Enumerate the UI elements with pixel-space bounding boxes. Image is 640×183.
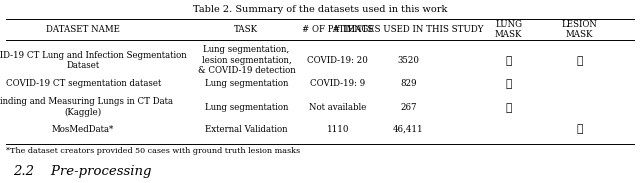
Text: TASK: TASK: [234, 25, 259, 34]
Text: Table 2. Summary of the datasets used in this work: Table 2. Summary of the datasets used in…: [193, 5, 447, 14]
Text: # OF PATIENTS: # OF PATIENTS: [302, 25, 374, 34]
Text: LESION
MASK: LESION MASK: [561, 20, 597, 39]
Text: Finding and Measuring Lungs in CT Data
(Kaggle): Finding and Measuring Lungs in CT Data (…: [0, 97, 173, 117]
Text: COVID-19 CT segmentation dataset: COVID-19 CT segmentation dataset: [6, 79, 161, 88]
Text: COVID-19: 20: COVID-19: 20: [307, 56, 369, 65]
Text: 829: 829: [400, 79, 417, 88]
Text: # IMAGES USED IN THIS STUDY: # IMAGES USED IN THIS STUDY: [333, 25, 484, 34]
Text: ✓: ✓: [576, 55, 582, 66]
Text: Lung segmentation: Lung segmentation: [205, 79, 288, 88]
Text: 3520: 3520: [397, 56, 419, 65]
Text: DATASET NAME: DATASET NAME: [46, 25, 120, 34]
Text: Lung segmentation: Lung segmentation: [205, 102, 288, 112]
Text: ✓: ✓: [506, 102, 512, 113]
Text: ✓: ✓: [576, 124, 582, 135]
Text: ✓: ✓: [506, 78, 512, 89]
Text: Lung segmentation,
lesion segmentation,
& COVID-19 detection: Lung segmentation, lesion segmentation, …: [198, 46, 295, 75]
Text: COVID-19: 9: COVID-19: 9: [310, 79, 365, 88]
Text: Not available: Not available: [309, 102, 367, 112]
Text: 46,411: 46,411: [393, 124, 424, 134]
Text: *The dataset creators provided 50 cases with ground truth lesion masks: *The dataset creators provided 50 cases …: [6, 147, 301, 155]
Text: 267: 267: [400, 102, 417, 112]
Text: LUNG
MASK: LUNG MASK: [495, 20, 522, 39]
Text: MosMedData*: MosMedData*: [52, 124, 115, 134]
Text: External Validation: External Validation: [205, 124, 287, 134]
Text: 1110: 1110: [326, 124, 349, 134]
Text: ✓: ✓: [506, 55, 512, 66]
Text: COVID-19 CT Lung and Infection Segmentation
Dataset: COVID-19 CT Lung and Infection Segmentat…: [0, 51, 186, 70]
Text: 2.2    Pre-processing: 2.2 Pre-processing: [13, 165, 151, 178]
